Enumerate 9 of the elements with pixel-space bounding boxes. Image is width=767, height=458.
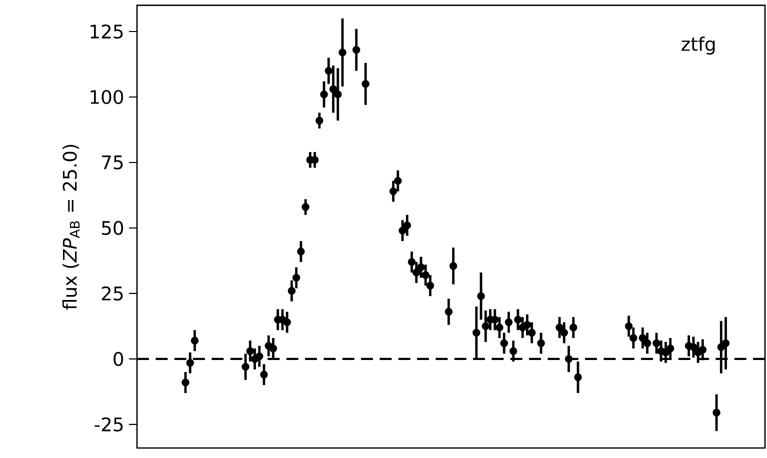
y-axis-title: flux (ZP$_{AB}$ = 25.0)	[62, 144, 80, 310]
y-tick-label: 0	[114, 352, 124, 366]
annotation: ztfg	[682, 36, 715, 55]
y-tick-label: 75	[102, 156, 123, 170]
y-tick-label: 100	[90, 90, 124, 104]
y-tick-label: -25	[94, 417, 123, 432]
y-tick-label: 50	[102, 220, 124, 236]
y-tick-label: 125	[90, 24, 123, 39]
y-tick-label: 25	[102, 286, 123, 301]
